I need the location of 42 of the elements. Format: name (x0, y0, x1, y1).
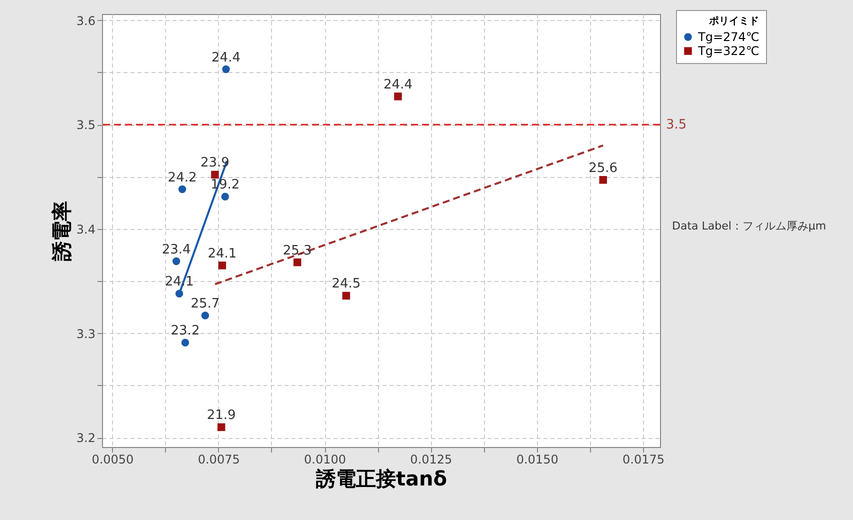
legend-label: Tg=274℃ (697, 30, 760, 44)
x-tick-label: 0.0075 (198, 452, 240, 466)
y-tick-label: 3.6 (76, 14, 96, 28)
annotation: 24.2 (168, 170, 197, 186)
legend-title: ポリイミド (708, 16, 759, 27)
x-tick-label: 0.0050 (92, 452, 134, 466)
point (293, 258, 302, 266)
point (599, 176, 607, 184)
point (178, 185, 186, 194)
annotation: 24.1 (208, 246, 237, 262)
annotation: 23.2 (170, 324, 200, 339)
point (342, 292, 350, 300)
point (394, 92, 402, 100)
annotation: 21.9 (206, 408, 236, 424)
y-tick-label: 3.5 (76, 118, 96, 132)
legend-label: Tg=322℃ (697, 44, 760, 58)
x-tick-label: 0.0125 (410, 452, 452, 466)
y-tick-label: 3.3 (76, 326, 96, 341)
y-tick-label: 3.2 (76, 431, 96, 446)
x-axis-title: 誘電正接tanδ (314, 466, 448, 490)
annotation: 24.4 (212, 50, 240, 66)
x-tick-label: 0.0150 (516, 452, 558, 466)
point (222, 65, 230, 74)
annotation: 24.5 (332, 276, 361, 292)
annotation: 25.6 (588, 160, 618, 176)
annotation: 25.7 (190, 296, 220, 312)
point (217, 423, 226, 432)
point (221, 192, 230, 200)
y-axis-title: 誘電率 (49, 201, 74, 262)
point (172, 257, 180, 266)
point (181, 338, 190, 347)
point (218, 262, 226, 270)
text: Data Label：フィルム厚みμm (672, 220, 826, 232)
x-tick-label: 0.0175 (622, 452, 665, 466)
point (211, 170, 219, 179)
y-tick-label: 3.4 (76, 222, 96, 236)
annotation: 25.3 (282, 243, 312, 258)
annotation: 24.4 (384, 77, 412, 92)
annotation: 23.4 (162, 242, 191, 258)
point (201, 312, 210, 320)
x-tick-label: 0.0100 (304, 452, 346, 466)
ref-line-label: 3.5 (666, 118, 687, 133)
